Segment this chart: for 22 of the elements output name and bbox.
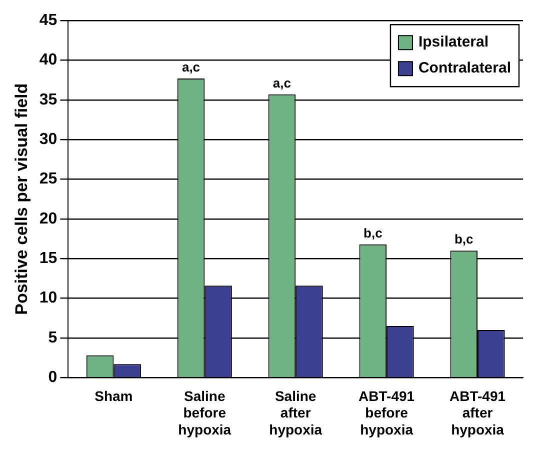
y-tick-label: 35 bbox=[39, 91, 58, 108]
y-tick-label: 5 bbox=[48, 329, 58, 346]
y-tick-label: 0 bbox=[48, 369, 58, 386]
x-tick-label: Saline after hypoxia bbox=[269, 388, 322, 438]
x-tick-label: ABT-491 before hypoxia bbox=[358, 388, 415, 438]
annotation: a,c bbox=[182, 60, 200, 75]
x-tick-label: ABT-491 after hypoxia bbox=[450, 388, 506, 438]
annotation: b,c bbox=[454, 232, 474, 247]
legend-label: Contralateral bbox=[418, 60, 512, 77]
y-axis-title: Positive cells per visual field bbox=[12, 83, 31, 315]
y-tick-label: 25 bbox=[39, 170, 58, 188]
y-tick-label: 30 bbox=[39, 131, 58, 148]
y-tick-label: 10 bbox=[39, 290, 58, 307]
x-tick-label: Sham bbox=[94, 388, 133, 404]
annotation: b,c bbox=[364, 225, 382, 240]
legend-label: Ipsilateral bbox=[418, 34, 489, 51]
y-tick-label: 40 bbox=[39, 52, 58, 69]
y-tick-label: 20 bbox=[39, 210, 58, 228]
x-tick-label: Saline before hypoxia bbox=[178, 388, 232, 438]
y-tick-label: 15 bbox=[39, 250, 58, 268]
annotation: a,c bbox=[272, 75, 291, 90]
y-tick-label: 45 bbox=[39, 12, 58, 30]
